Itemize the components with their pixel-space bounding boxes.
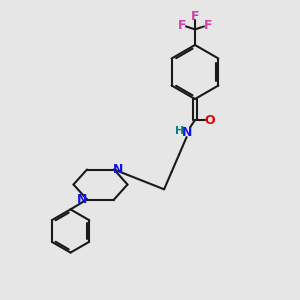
Text: N: N [77, 193, 88, 206]
Text: H: H [175, 126, 184, 136]
Text: F: F [191, 10, 199, 23]
Text: N: N [113, 163, 124, 176]
Text: F: F [178, 19, 186, 32]
Text: O: O [205, 113, 215, 127]
Text: N: N [182, 126, 192, 139]
Text: F: F [204, 19, 212, 32]
